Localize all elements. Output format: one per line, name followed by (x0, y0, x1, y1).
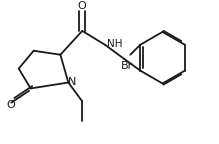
Text: Br: Br (120, 61, 133, 71)
Text: O: O (78, 1, 87, 11)
Text: NH: NH (107, 39, 122, 49)
Text: O: O (6, 100, 15, 110)
Text: N: N (68, 76, 76, 87)
